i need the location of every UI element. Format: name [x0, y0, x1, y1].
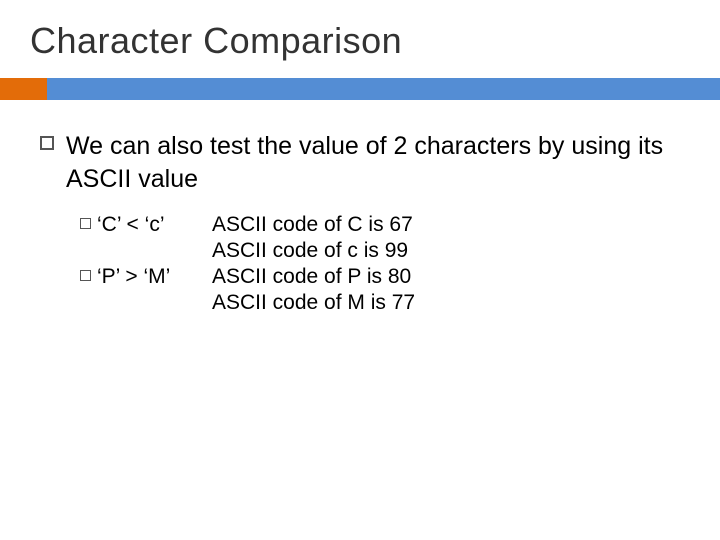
sub-expression: ‘P’ > ‘M’	[97, 265, 212, 289]
sub-item: ‘C’ < ‘c’ ASCII code of C is 67	[80, 213, 690, 237]
sub-detail: ASCII code of P is 80	[212, 265, 411, 289]
content-area: We can also test the value of 2 characte…	[40, 130, 690, 317]
square-bullet-icon	[80, 218, 91, 229]
sub-item: ASCII code of M is 77	[80, 291, 690, 315]
slide-title: Character Comparison	[30, 20, 690, 62]
square-bullet-icon	[80, 270, 91, 281]
square-bullet-icon	[40, 136, 54, 150]
sub-item: ASCII code of c is 99	[80, 239, 690, 263]
main-bullet-row: We can also test the value of 2 characte…	[40, 130, 690, 195]
sub-detail: ASCII code of c is 99	[212, 239, 408, 263]
accent-bar	[0, 78, 47, 100]
sub-bullet-block: ‘C’ < ‘c’ ASCII code of C is 67 ASCII co…	[80, 213, 690, 315]
sub-detail: ASCII code of C is 67	[212, 213, 413, 237]
sub-item: ‘P’ > ‘M’ ASCII code of P is 80	[80, 265, 690, 289]
sub-detail: ASCII code of M is 77	[212, 291, 415, 315]
slide: Character Comparison We can also test th…	[0, 0, 720, 540]
main-bullet-text: We can also test the value of 2 characte…	[66, 130, 690, 195]
sub-expression: ‘C’ < ‘c’	[97, 213, 212, 237]
title-underline	[0, 78, 720, 100]
